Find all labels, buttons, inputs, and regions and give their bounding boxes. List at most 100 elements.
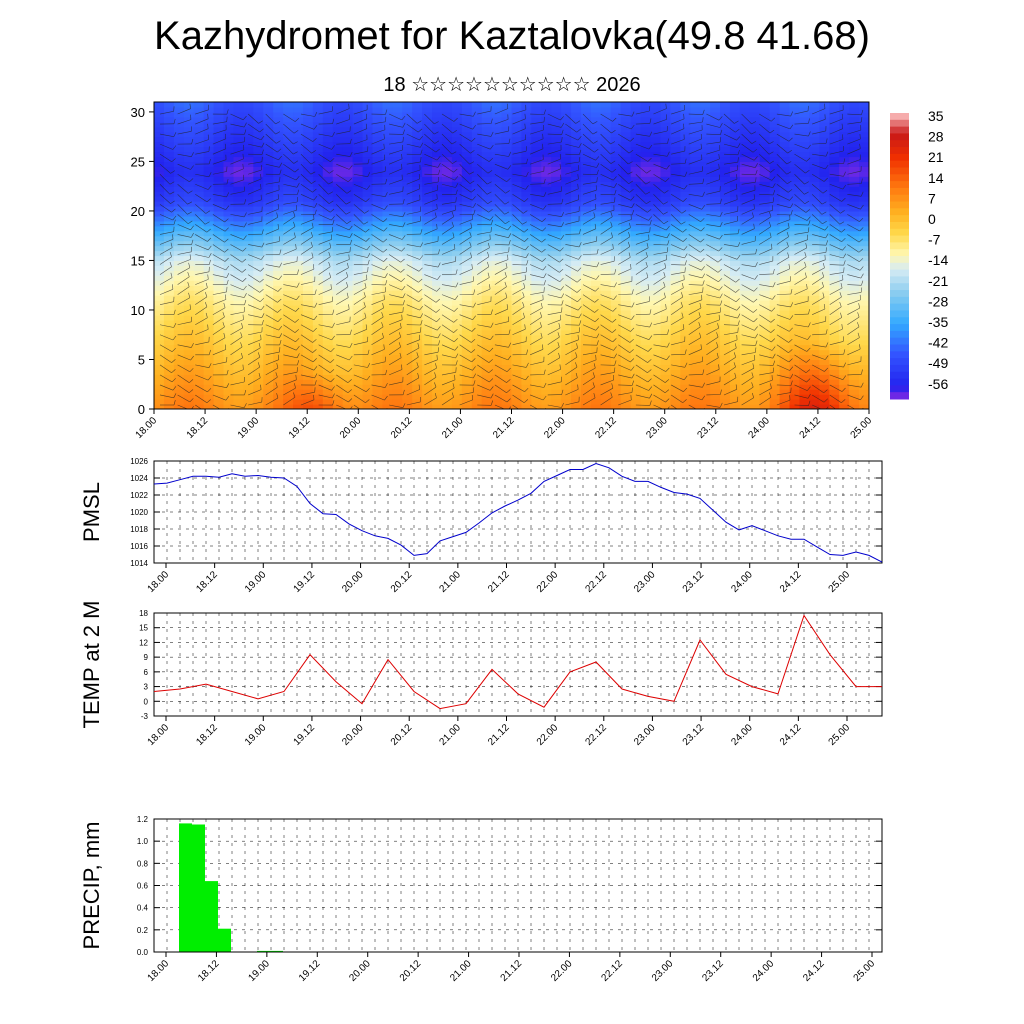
heatmap-cell	[710, 240, 721, 247]
heatmap-cell	[789, 196, 801, 202]
heatmap-cell	[273, 210, 284, 217]
heatmap-cell	[739, 404, 751, 409]
heatmap-cell	[491, 250, 503, 257]
heatmap-cell	[571, 250, 582, 257]
heatmap-cell	[710, 176, 721, 182]
wind-barb-flag	[169, 261, 172, 267]
heatmap-cell	[660, 295, 671, 301]
heatmap-cell	[739, 384, 751, 390]
heatmap-cell	[511, 225, 523, 232]
heatmap-cell	[342, 275, 354, 281]
heatmap-cell	[203, 324, 215, 331]
wind-barb	[195, 151, 210, 155]
heatmap-cell	[521, 161, 532, 167]
heatmap-cell	[789, 230, 801, 237]
wind-barb	[265, 217, 278, 225]
heatmap-cell	[511, 275, 523, 281]
heatmap-cell	[441, 329, 453, 336]
heatmap-cell	[273, 245, 284, 252]
heatmap-cell	[302, 205, 314, 212]
heatmap-cell	[541, 275, 552, 281]
heatmap-cell	[193, 235, 205, 242]
heatmap-cell	[392, 389, 403, 395]
heatmap-cell	[263, 106, 274, 113]
heatmap-cell	[521, 106, 532, 113]
heatmap-cell	[253, 404, 264, 409]
heatmap-cell	[779, 280, 791, 286]
heatmap-cell	[362, 176, 374, 182]
heatmap-cell	[551, 126, 562, 133]
heatmap-cell	[650, 300, 662, 306]
heatmap-cell	[203, 220, 215, 227]
wind-barb-flag	[276, 393, 279, 399]
wind-barb	[265, 274, 279, 280]
heatmap-cell	[839, 215, 850, 222]
heatmap-cell	[849, 210, 860, 217]
wind-barb	[177, 153, 192, 157]
heatmap-cell	[690, 205, 701, 212]
heatmap-cell	[839, 136, 850, 143]
heatmap-cell	[154, 305, 165, 311]
heatmap-cell	[451, 319, 463, 326]
heatmap-cell	[650, 220, 662, 227]
heatmap-cell	[283, 275, 294, 281]
heatmap-cell	[273, 309, 284, 316]
heatmap-cell	[253, 364, 264, 370]
wind-barb	[230, 357, 243, 366]
heatmap-cell	[372, 220, 383, 227]
heatmap-cell	[670, 339, 681, 346]
heatmap-cell	[650, 379, 662, 385]
wind-barb	[159, 394, 174, 399]
heatmap-cell	[263, 161, 274, 167]
heatmap-cell	[501, 146, 513, 153]
heatmap-cell	[680, 389, 691, 395]
heatmap-cell	[829, 309, 840, 316]
heatmap-cell	[749, 176, 761, 182]
wind-barb	[195, 254, 209, 258]
heatmap-cell	[481, 324, 493, 331]
heatmap-cell	[710, 394, 721, 400]
heatmap-cell	[809, 240, 820, 247]
heatmap-cell	[432, 186, 443, 192]
heatmap-cell	[372, 111, 383, 118]
heatmap-cell	[849, 369, 860, 375]
heatmap-cell	[720, 364, 731, 370]
heatmap-cell	[441, 161, 453, 167]
heatmap-cell	[620, 354, 632, 361]
heatmap-cell	[461, 171, 473, 177]
heatmap-cell	[501, 349, 513, 356]
heatmap-cell	[312, 136, 324, 143]
wind-barb	[248, 331, 262, 336]
heatmap-cell	[283, 374, 294, 380]
heatmap-cell	[789, 359, 801, 366]
heatmap-cell	[412, 181, 423, 187]
heatmap-cell	[859, 171, 869, 177]
heatmap-cell	[183, 250, 195, 257]
heatmap-cell	[293, 121, 304, 128]
heatmap-cell	[392, 250, 403, 257]
heatmap-cell	[332, 394, 344, 400]
wind-barb-flag	[204, 221, 210, 225]
heatmap-cell	[293, 186, 304, 192]
heatmap-cell	[392, 102, 403, 108]
heatmap-cell	[630, 171, 642, 177]
heatmap-cell	[312, 265, 324, 271]
heatmap-cell	[511, 136, 523, 143]
heatmap-cell	[541, 404, 552, 409]
heatmap-cell	[501, 339, 513, 346]
heatmap-cell	[779, 290, 791, 296]
heatmap-cell	[342, 324, 354, 331]
heatmap-cell	[273, 394, 284, 400]
heatmap-cell	[352, 151, 364, 158]
heatmap-cell	[739, 111, 751, 118]
heatmap-cell	[511, 131, 523, 138]
heatmap-cell	[302, 349, 314, 356]
heatmap-cell	[680, 379, 691, 385]
heatmap-cell	[193, 215, 205, 222]
heatmap-cell	[342, 300, 354, 306]
heatmap-cell	[213, 186, 225, 192]
heatmap-cell	[700, 166, 711, 172]
wind-barb-flag	[172, 145, 177, 150]
heatmap-cell	[382, 176, 393, 182]
wind-barb-flag	[171, 369, 176, 373]
